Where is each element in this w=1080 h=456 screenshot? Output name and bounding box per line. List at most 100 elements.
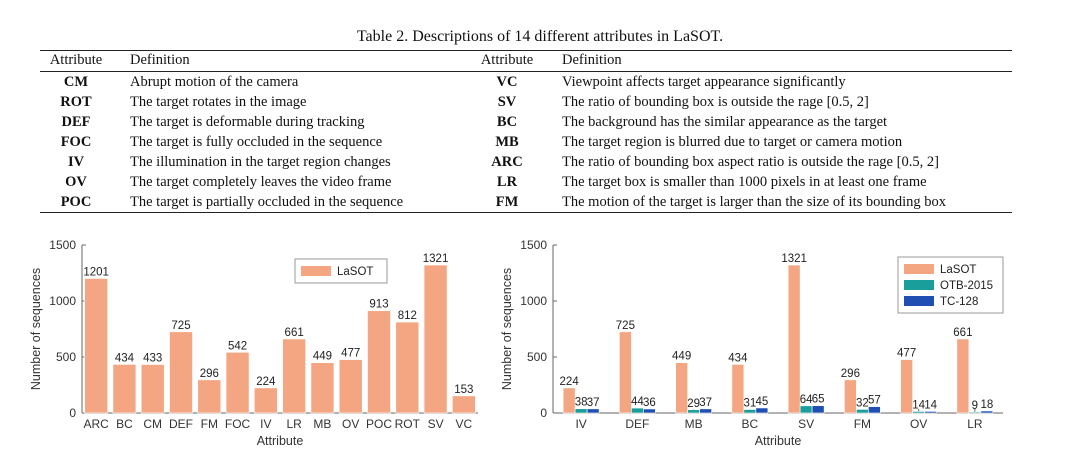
data-label: 477 — [341, 348, 360, 360]
lasot-attribute-chart: Number of sequences 0 500 1000 1500 Attribute… — [29, 238, 478, 448]
bar-tc-128 — [699, 408, 712, 414]
bar-lasot — [675, 362, 688, 414]
legend-label: LaSOT — [940, 264, 976, 276]
y-tick-label: 0 — [540, 406, 547, 420]
x-tick-label: DEF — [169, 417, 193, 431]
legend-swatch — [904, 280, 934, 290]
data-label: 812 — [398, 310, 417, 322]
attribute-abbr: ROT — [60, 93, 92, 110]
y-tick-label: 1000 — [520, 294, 547, 308]
data-label: 449 — [313, 351, 332, 363]
x-tick-label: SV — [798, 417, 814, 431]
x-tick-label: MB — [685, 417, 703, 431]
y-tick-label: 1500 — [49, 238, 76, 252]
attribute-abbr: SV — [497, 93, 517, 110]
header-attribute-right: Attribute — [480, 51, 534, 68]
data-label: 725 — [616, 320, 635, 332]
data-label: 32 — [856, 397, 869, 409]
y-tick-label: 1000 — [49, 294, 76, 308]
data-label: 477 — [897, 348, 916, 360]
bar-lasot — [169, 331, 193, 414]
bar-otb-2015 — [912, 411, 925, 414]
legend-label: OTB-2015 — [940, 280, 993, 292]
x-tick-label: ARC — [83, 417, 109, 431]
x-tick-label: IV — [260, 417, 271, 431]
attribute-definition: The target box is smaller than 1000 pixe… — [562, 173, 927, 190]
attribute-definition: The target completely leaves the video f… — [130, 173, 392, 190]
header-definition-right: Definition — [562, 51, 622, 68]
bar-lasot — [225, 351, 250, 414]
attribute-definition: Viewpoint affects target appearance sign… — [562, 73, 846, 90]
legend-swatch — [904, 296, 934, 306]
table-row: ROT The target rotates in the image SV The … — [40, 92, 1012, 112]
data-label: 1321 — [423, 253, 449, 265]
bar-lasot — [254, 387, 278, 414]
attribute-definition: The motion of the target is larger than … — [562, 193, 947, 210]
bar-lasot — [787, 264, 801, 414]
x-tick-label: MB — [313, 417, 331, 431]
bar-lasot — [956, 338, 970, 414]
y-tick-label: 1500 — [520, 238, 547, 252]
bar-otb-2015 — [631, 407, 644, 414]
bar-lasot — [619, 331, 632, 414]
attribute-definition: The target rotates in the image — [130, 93, 307, 110]
bar-lasot — [452, 395, 476, 414]
attribute-definition: Abrupt motion of the camera — [130, 73, 299, 90]
attribute-definition: The target is deformable during tracking — [130, 113, 365, 130]
x-tick-label: DEF — [625, 417, 649, 431]
attribute-abbr: DEF — [61, 113, 91, 130]
bar-otb-2015 — [743, 409, 757, 414]
x-tick-label: POC — [366, 417, 392, 431]
x-tick-label: BC — [742, 417, 759, 431]
data-label: 57 — [868, 395, 881, 407]
bar-lasot — [367, 310, 391, 414]
bar-otb-2015 — [799, 405, 813, 414]
attribute-definition: The illumination in the target region ch… — [130, 153, 391, 170]
attribute-abbr: OV — [65, 173, 87, 190]
table-row: CM Abrupt motion of the camera VC Viewpoint… — [40, 72, 1012, 93]
table-row: IV The illumination in the target region … — [40, 152, 1012, 172]
x-tick-label: FM — [854, 417, 871, 431]
data-label: 913 — [369, 299, 388, 311]
data-label: 14 — [912, 399, 925, 411]
y-axis-label: Number of sequences — [500, 268, 514, 390]
bar-otb-2015 — [856, 409, 869, 414]
data-label: 31 — [743, 398, 756, 410]
attribute-abbr: FM — [495, 193, 519, 210]
data-label: 38 — [575, 397, 588, 409]
table-row: FOC The target is fully occluded in the s… — [40, 132, 1012, 152]
bar-lasot — [900, 359, 913, 414]
legend-label: LaSOT — [337, 266, 373, 278]
data-label: 449 — [672, 351, 691, 363]
table-row: OV The target completely leaves the video… — [40, 172, 1012, 192]
data-label: 37 — [587, 397, 600, 409]
x-tick-label: IV — [575, 417, 586, 431]
data-label: 64 — [800, 394, 813, 406]
bar-lasot — [731, 364, 745, 414]
table-row: POC The target is partially occluded in t… — [40, 192, 1012, 213]
bar-lasot — [562, 387, 576, 414]
attribute-abbr: IV — [67, 153, 85, 170]
y-tick-label: 500 — [56, 350, 76, 364]
bar-lasot — [395, 321, 420, 414]
x-tick-label: BC — [116, 417, 133, 431]
attribute-definition: The ratio of bounding box is outside the… — [562, 93, 869, 110]
comparison-attribute-chart: Number of sequences 0 500 1000 1500 Attribute… — [500, 238, 1004, 448]
data-label: 434 — [728, 352, 748, 364]
data-label: 224 — [560, 376, 580, 388]
x-tick-label: OV — [342, 417, 359, 431]
data-label: 661 — [285, 327, 304, 339]
bar-lasot — [338, 359, 363, 414]
x-tick-label: LR — [286, 417, 302, 431]
x-tick-label: FM — [201, 417, 218, 431]
x-tick-label: OV — [910, 417, 927, 431]
bar-tc-128 — [755, 407, 769, 414]
attribute-abbr: LR — [496, 173, 518, 190]
bar-lasot — [310, 362, 335, 414]
x-tick-label: LR — [967, 417, 983, 431]
bar-tc-128 — [586, 408, 600, 414]
x-tick-label: SV — [428, 417, 444, 431]
legend-label: TC-128 — [940, 296, 978, 308]
data-label: 433 — [143, 353, 162, 365]
bar-otb-2015 — [574, 408, 588, 414]
